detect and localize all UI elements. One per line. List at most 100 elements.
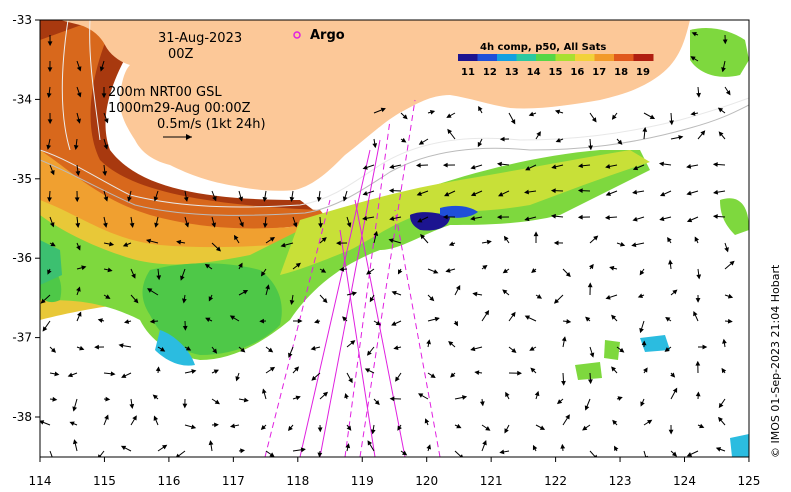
x-tick-label: 124 bbox=[673, 474, 696, 488]
current-vector-head bbox=[110, 371, 116, 377]
current-vector-head bbox=[229, 315, 236, 320]
current-vector-head bbox=[434, 316, 440, 322]
current-vector-head bbox=[455, 284, 461, 291]
current-vector-head bbox=[550, 188, 556, 194]
current-vector-head bbox=[49, 222, 55, 228]
current-vector-head bbox=[72, 406, 78, 412]
current-vector-head bbox=[420, 234, 426, 240]
current-vector-head bbox=[54, 371, 60, 377]
current-vector-head bbox=[191, 369, 197, 374]
current-vector-head bbox=[612, 419, 618, 425]
current-vector-head bbox=[532, 444, 538, 451]
current-vector-head bbox=[214, 422, 219, 428]
current-vector-head bbox=[372, 143, 378, 149]
current-vector-head bbox=[350, 340, 356, 346]
current-vector-head bbox=[605, 164, 611, 169]
current-vector-head bbox=[667, 236, 672, 243]
current-vector-head bbox=[639, 327, 644, 334]
current-vector bbox=[589, 450, 597, 457]
current-vector-head bbox=[433, 269, 439, 274]
colorbar-tick-label: 15 bbox=[549, 67, 563, 78]
current-vector-head bbox=[470, 164, 476, 170]
current-vector-head bbox=[647, 419, 653, 425]
y-tick-label: -34 bbox=[12, 92, 32, 106]
colorbar-swatch bbox=[458, 54, 478, 61]
current-vector-head bbox=[388, 238, 394, 243]
current-vector-head bbox=[242, 289, 249, 295]
current-vector-head bbox=[103, 222, 108, 228]
colorbar-title: 4h comp, p50, All Sats bbox=[480, 42, 606, 53]
current-vector-head bbox=[528, 111, 534, 117]
current-vector-head bbox=[321, 237, 327, 242]
current-vector-head bbox=[369, 297, 375, 303]
vector-scale-arrow bbox=[163, 134, 192, 140]
argo-legend: Argo bbox=[293, 28, 345, 43]
colorbar-swatch bbox=[497, 54, 517, 61]
current-vector-head bbox=[105, 396, 111, 402]
current-vector-head bbox=[229, 423, 236, 429]
current-vector-head bbox=[149, 318, 155, 324]
current-vector-head bbox=[269, 366, 276, 372]
current-vector-head bbox=[269, 452, 275, 457]
current-vector-head bbox=[470, 191, 477, 197]
current-vector-head bbox=[339, 266, 345, 272]
current-vector-head bbox=[589, 263, 594, 270]
current-vector-head bbox=[53, 456, 55, 457]
current-vector-head bbox=[364, 368, 371, 373]
current-vector-head bbox=[46, 93, 52, 99]
current-vector-head bbox=[103, 196, 109, 202]
current-vector-head bbox=[659, 216, 665, 222]
current-vector-head bbox=[718, 131, 724, 137]
current-vector-head bbox=[317, 427, 323, 433]
current-vector-head bbox=[584, 405, 590, 411]
current-vector-head bbox=[370, 429, 376, 435]
current-vector-head bbox=[103, 144, 109, 150]
current-vector-head bbox=[40, 420, 45, 425]
current-vector-head bbox=[696, 274, 702, 280]
current-vector-head bbox=[565, 271, 571, 278]
current-vector-head bbox=[533, 231, 539, 237]
x-tick-label: 125 bbox=[737, 474, 760, 488]
contour-legend-1000m: 1000m29-Aug 00:00Z bbox=[108, 101, 251, 116]
current-vector-head bbox=[47, 41, 53, 47]
current-vector-head bbox=[671, 451, 678, 457]
current-vector-head bbox=[320, 268, 327, 273]
current-vector-head bbox=[208, 440, 214, 446]
colorbar-swatch bbox=[575, 54, 595, 61]
current-vector-head bbox=[99, 66, 105, 72]
current-vector-head bbox=[239, 221, 244, 228]
x-tick-label: 119 bbox=[351, 474, 374, 488]
vector-scale-label: 0.5m/s (1kt 24h) bbox=[157, 117, 266, 132]
current-vector-head bbox=[718, 416, 723, 423]
current-vector-head bbox=[47, 197, 52, 203]
current-vector-head bbox=[348, 377, 353, 384]
current-vector-head bbox=[695, 391, 701, 397]
current-vector-head bbox=[695, 360, 701, 366]
current-vector-head bbox=[185, 346, 192, 351]
current-vector-head bbox=[132, 415, 137, 421]
current-vector-head bbox=[691, 31, 697, 37]
current-vector-head bbox=[181, 298, 187, 304]
current-vector-head bbox=[690, 111, 696, 116]
current-vector-head bbox=[696, 92, 701, 98]
contour-legend-200m: 200m NRT00 GSL bbox=[108, 85, 222, 100]
current-vector-head bbox=[614, 445, 619, 451]
current-vector-head bbox=[450, 372, 456, 378]
current-vector-head bbox=[665, 316, 671, 322]
current-vector-head bbox=[560, 443, 566, 449]
current-vector-head bbox=[496, 161, 502, 167]
current-vector-head bbox=[314, 319, 320, 324]
current-vector-head bbox=[215, 246, 222, 252]
current-vector-head bbox=[300, 447, 306, 453]
current-vector-head bbox=[485, 426, 491, 431]
current-vector-head bbox=[553, 298, 560, 304]
current-vector-head bbox=[417, 218, 423, 223]
x-tick-label: 120 bbox=[415, 474, 438, 488]
current-vector-head bbox=[669, 120, 674, 126]
current-vector-head bbox=[609, 265, 615, 271]
current-vector-head bbox=[482, 264, 488, 270]
current-vector-head bbox=[50, 241, 56, 247]
current-vector-head bbox=[79, 345, 85, 351]
current-vector-head bbox=[717, 107, 724, 113]
current-vector-head bbox=[344, 393, 349, 399]
